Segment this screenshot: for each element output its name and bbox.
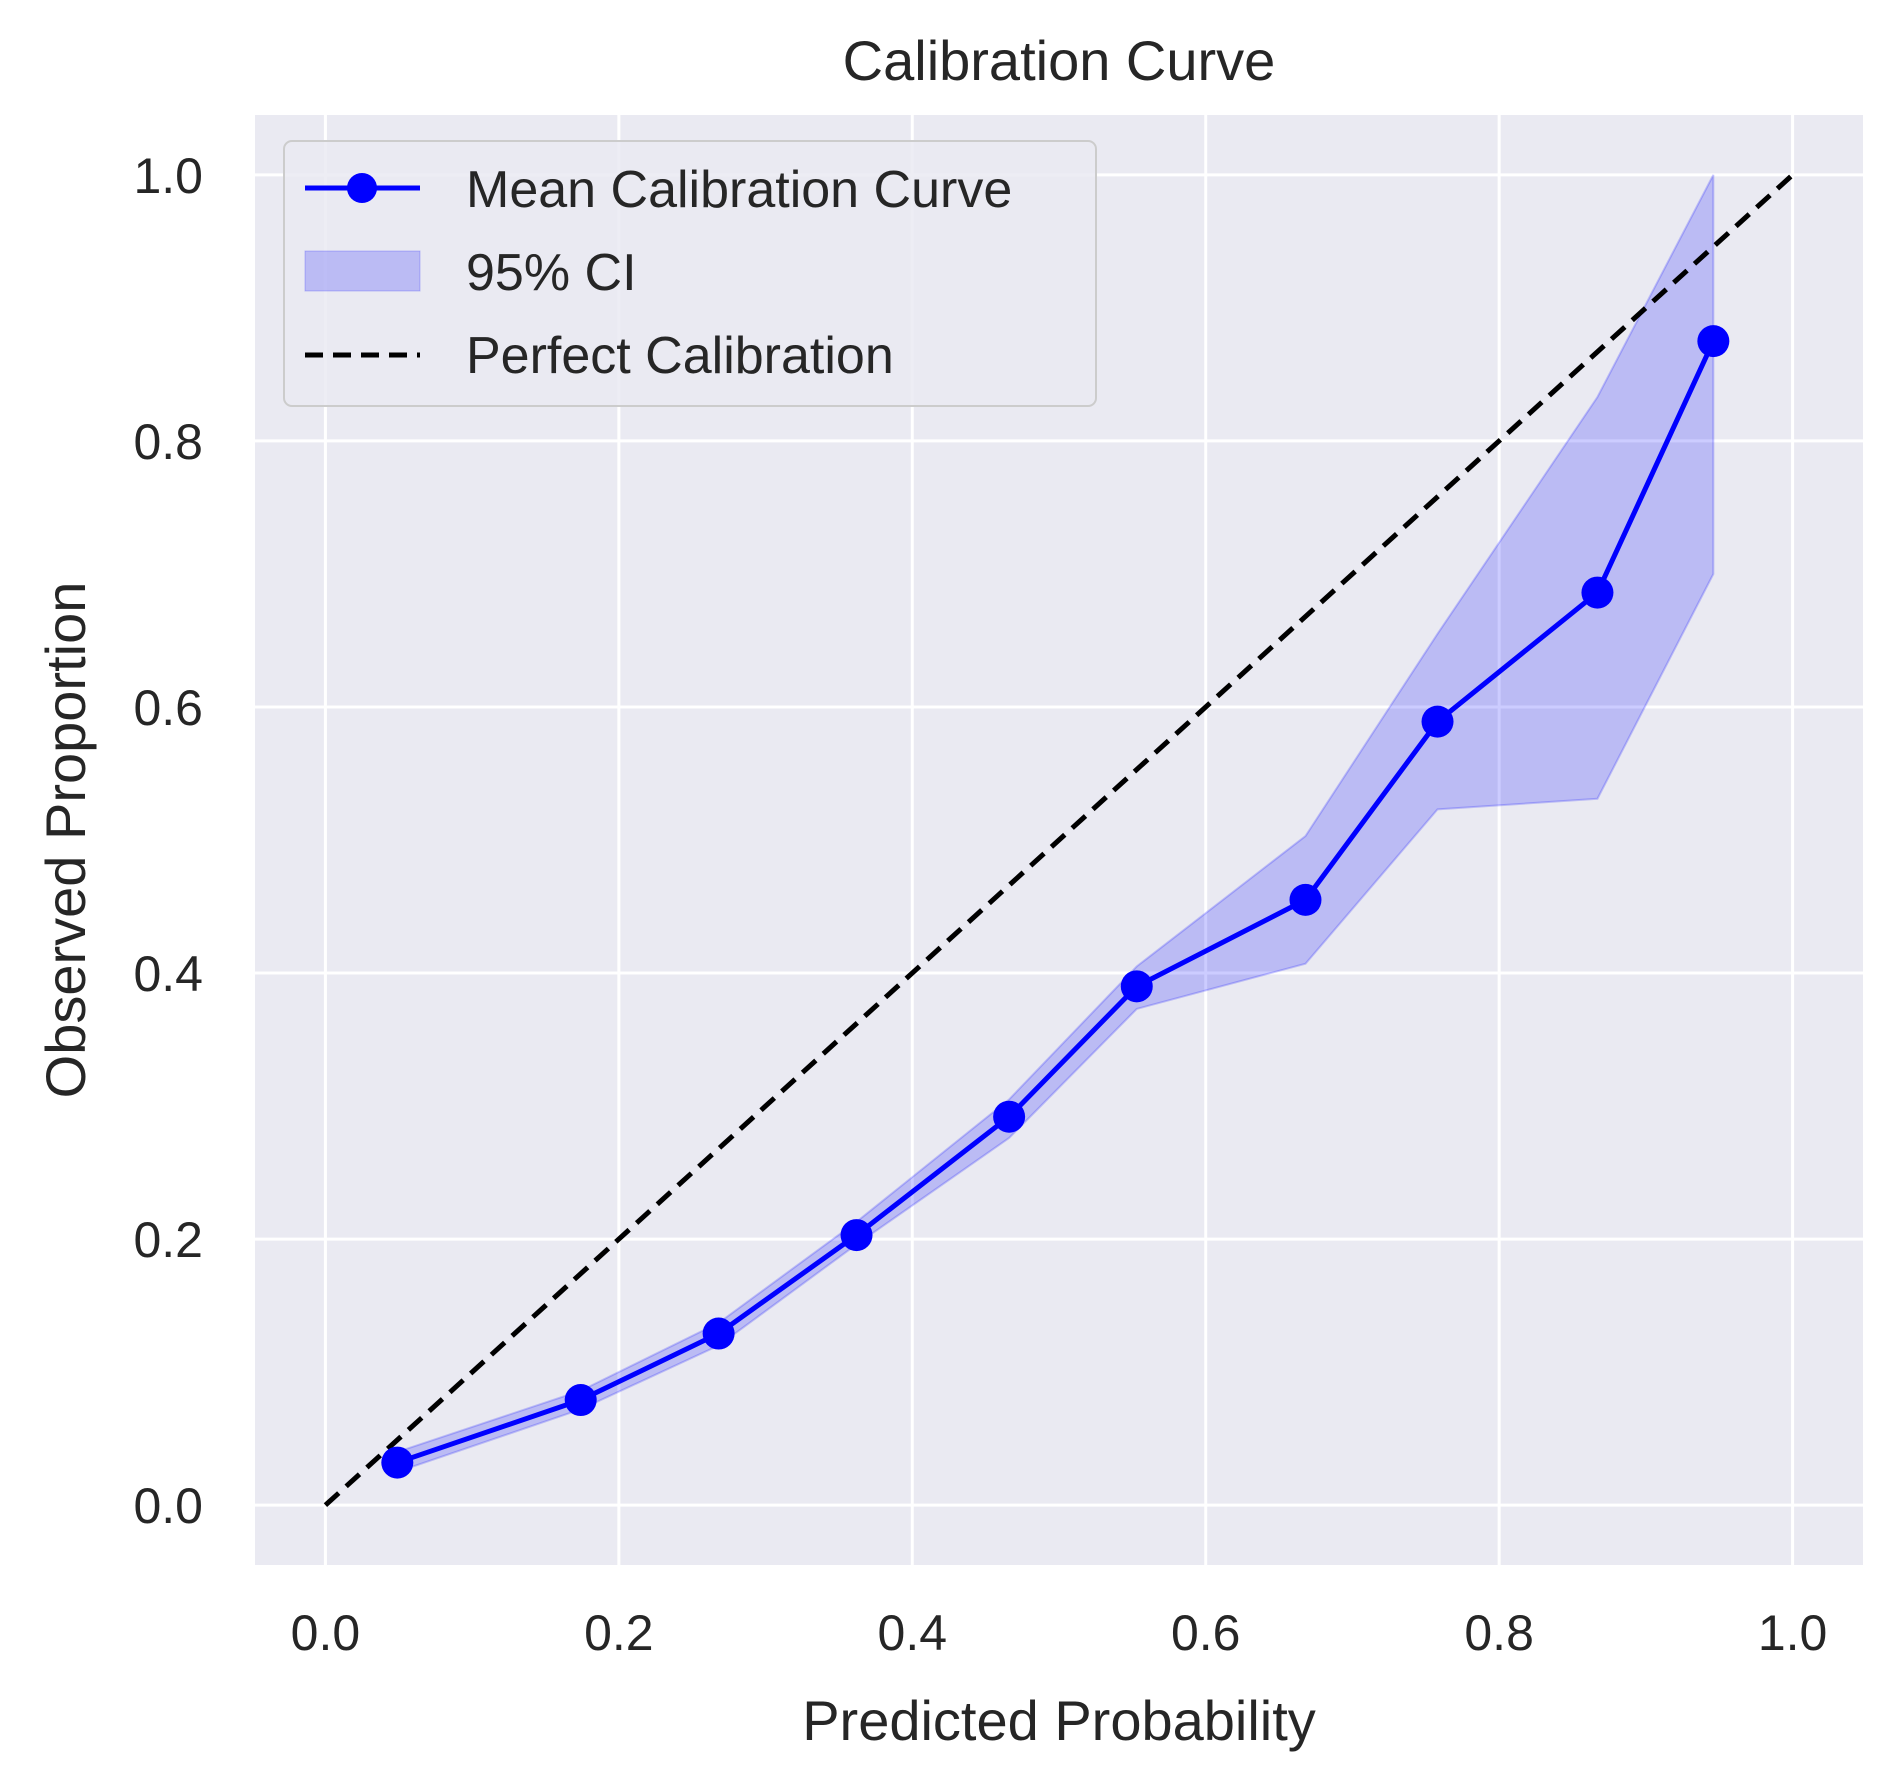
- mean-curve-point: [702, 1317, 735, 1350]
- ci-band-layer: [396, 174, 1715, 1474]
- mean-curve-point: [1697, 325, 1730, 358]
- y-tick-label: 1.0: [133, 148, 203, 204]
- x-tick-label: 1.0: [1758, 1605, 1828, 1661]
- x-tick-label: 0.8: [1464, 1605, 1534, 1661]
- mean-curve-point: [1289, 883, 1322, 916]
- legend: Mean Calibration Curve 95% CI Perfect Ca…: [283, 140, 1097, 407]
- y-tick-label: 0.2: [133, 1212, 203, 1268]
- x-axis-title: Predicted Probability: [802, 1689, 1316, 1752]
- y-tick-label: 0.4: [133, 946, 203, 1002]
- mean-curve-point: [993, 1100, 1026, 1133]
- y-tick-label: 0.6: [133, 680, 203, 736]
- mean-curve-point: [1581, 576, 1614, 609]
- mean-curve-point: [564, 1384, 597, 1417]
- mean-curve-layer: [396, 340, 1716, 1465]
- mean-curve-point: [1120, 970, 1153, 1003]
- mean-curve-point: [1421, 705, 1454, 738]
- y-tick-label: 0.0: [133, 1478, 203, 1534]
- x-tick-label: 0.0: [291, 1605, 361, 1661]
- y-axis-title: Observed Proportion: [34, 582, 97, 1099]
- x-tick-label: 0.4: [878, 1605, 948, 1661]
- perfect-calibration-line: [323, 173, 1795, 1507]
- mean-curve-markers: [381, 325, 1730, 1479]
- chart-title: Calibration Curve: [843, 29, 1276, 92]
- legend-frame: [283, 140, 1097, 407]
- legend-label-perfect: Perfect Calibration: [466, 327, 894, 385]
- legend-label-mean: Mean Calibration Curve: [466, 161, 1012, 219]
- perfect-calibration-layer: [323, 173, 1795, 1507]
- mean-curve-point: [381, 1446, 414, 1479]
- x-tick-label: 0.2: [584, 1605, 654, 1661]
- y-tick-label: 0.8: [133, 414, 203, 470]
- mean-curve-point: [840, 1219, 873, 1252]
- x-tick-labels: 0.0 0.2 0.4 0.6 0.8 1.0: [291, 1605, 1828, 1661]
- mean-calibration-line: [396, 340, 1716, 1465]
- ci-band: [396, 174, 1715, 1474]
- legend-mean-marker-swatch: [347, 173, 377, 203]
- x-tick-label: 0.6: [1171, 1605, 1241, 1661]
- legend-label-ci: 95% CI: [466, 244, 637, 302]
- legend-ci-swatch: [304, 250, 421, 292]
- y-tick-labels: 0.0 0.2 0.4 0.6 0.8 1.0: [133, 148, 203, 1534]
